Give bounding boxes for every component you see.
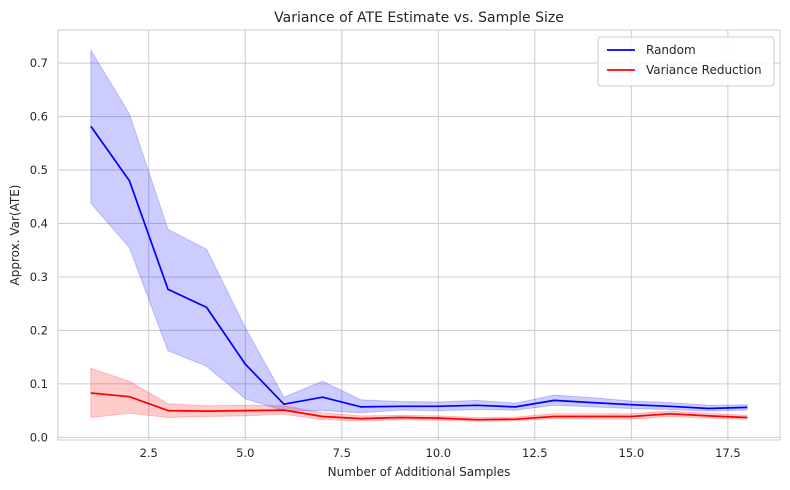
y-tick-label: 0.1 bbox=[30, 377, 48, 391]
plot-frame bbox=[57, 29, 781, 441]
x-tick-label: 7.5 bbox=[333, 446, 351, 460]
y-tick-label: 0.3 bbox=[30, 270, 48, 284]
legend-box bbox=[597, 36, 775, 87]
x-tick-label: 17.5 bbox=[715, 446, 741, 460]
x-tick-label: 10.0 bbox=[426, 446, 452, 460]
confidence-bands bbox=[90, 48, 748, 422]
x-axis-label: Number of Additional Samples bbox=[328, 465, 511, 479]
series-line-variance-reduction bbox=[90, 392, 748, 421]
y-tick-label: 0.4 bbox=[30, 217, 48, 231]
x-tick-label: 2.5 bbox=[140, 446, 158, 460]
x-tick-label: 12.5 bbox=[522, 446, 548, 460]
y-tick-label: 0.7 bbox=[30, 56, 48, 70]
chart-title: Variance of ATE Estimate vs. Sample Size bbox=[274, 10, 564, 26]
grid-layer bbox=[58, 30, 780, 440]
x-tick-label: 5.0 bbox=[236, 446, 254, 460]
x-tick-label: 15.0 bbox=[619, 446, 645, 460]
legend-label-variance-reduction: Variance Reduction bbox=[646, 63, 762, 77]
legend-label-random: Random bbox=[646, 43, 696, 57]
series-lines bbox=[90, 125, 748, 421]
series-line-random bbox=[90, 125, 748, 410]
y-tick-labels: 0.0 0.1 0.2 0.3 0.4 0.5 0.6 0.7 bbox=[30, 56, 48, 444]
y-tick-label: 0.5 bbox=[30, 163, 48, 177]
confidence-band-random bbox=[90, 48, 748, 414]
confidence-band-variance-reduction bbox=[90, 367, 748, 422]
y-tick-label: 0.2 bbox=[30, 323, 48, 337]
y-tick-label: 0.0 bbox=[30, 430, 48, 444]
y-axis-label: Approx. Var(ATE) bbox=[8, 185, 22, 286]
legend: Random Variance Reduction bbox=[597, 36, 775, 87]
x-tick-labels: 2.5 5.0 7.5 10.0 12.5 15.0 17.5 bbox=[140, 446, 741, 460]
y-tick-label: 0.6 bbox=[30, 110, 48, 124]
